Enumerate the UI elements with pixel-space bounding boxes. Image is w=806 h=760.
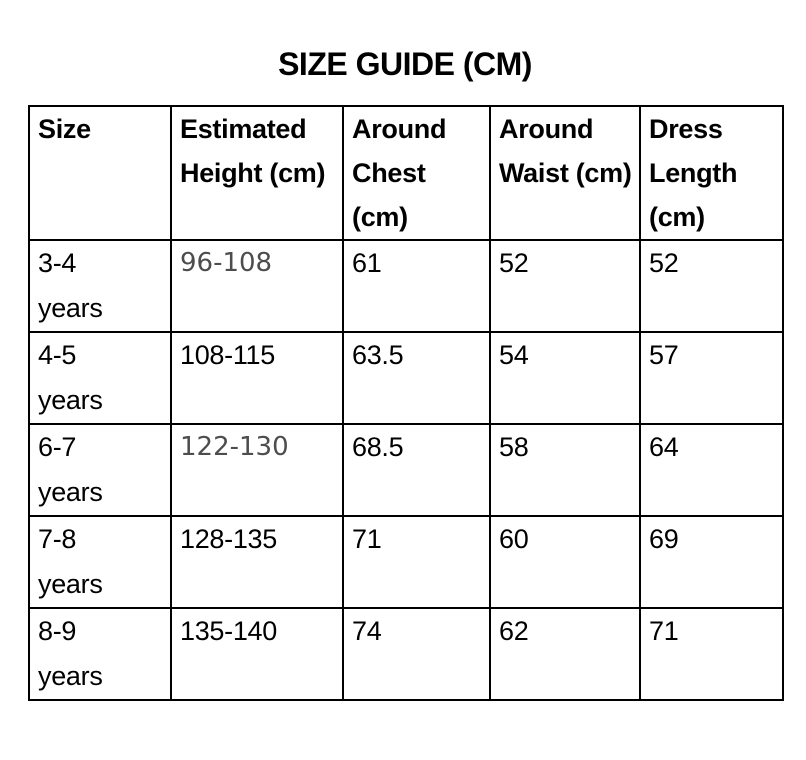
page-title: SIZE GUIDE (CM) [278, 46, 532, 82]
cell-around-chest: 71 [342, 515, 491, 609]
table-header: Size Estimated Height (cm) Around Chest … [28, 105, 784, 241]
cell-around-waist: 60 [489, 515, 641, 609]
cell-estimated-height: 108-115 [170, 331, 344, 425]
table-row-3-4-years: 3-4 years 96-108 61 52 52 [28, 239, 784, 333]
cell-around-chest: 74 [342, 607, 491, 701]
table-row-6-7-years: 6-7 years 122-130 68.5 58 64 [28, 423, 784, 517]
cell-dress-length: 64 [639, 423, 784, 517]
column-header-dress-length: Dress Length (cm) [639, 105, 784, 241]
cell-around-waist: 58 [489, 423, 641, 517]
cell-around-chest: 61 [342, 239, 491, 333]
cell-dress-length: 52 [639, 239, 784, 333]
cell-dress-length: 69 [639, 515, 784, 609]
column-header-estimated-height: Estimated Height (cm) [170, 105, 344, 241]
cell-around-chest: 63.5 [342, 331, 491, 425]
cell-dress-length: 57 [639, 331, 784, 425]
cell-estimated-height: 122-130 [170, 423, 344, 517]
cell-estimated-height: 96-108 [170, 239, 344, 333]
cell-around-waist: 62 [489, 607, 641, 701]
cell-around-waist: 54 [489, 331, 641, 425]
column-header-around-waist: Around Waist (cm) [489, 105, 641, 241]
cell-estimated-height: 128-135 [170, 515, 344, 609]
cell-size: 3-4 years [28, 239, 172, 333]
table-body: 3-4 years 96-108 61 52 52 4-5 years 108-… [28, 239, 784, 701]
size-guide-page: SIZE GUIDE (CM) Size Estimated Height (c… [0, 46, 806, 760]
cell-around-chest: 68.5 [342, 423, 491, 517]
table-row-4-5-years: 4-5 years 108-115 63.5 54 57 [28, 331, 784, 425]
cell-dress-length: 71 [639, 607, 784, 701]
column-header-around-chest: Around Chest (cm) [342, 105, 491, 241]
column-header-size: Size [28, 105, 172, 241]
table-row-7-8-years: 7-8 years 128-135 71 60 69 [28, 515, 784, 609]
cell-around-waist: 52 [489, 239, 641, 333]
table-row-8-9-years: 8-9 years 135-140 74 62 71 [28, 607, 784, 701]
table-header-row: Size Estimated Height (cm) Around Chest … [28, 105, 784, 241]
cell-size: 8-9 years [28, 607, 172, 701]
cell-size: 6-7 years [28, 423, 172, 517]
cell-size: 4-5 years [28, 331, 172, 425]
size-guide-table: Size Estimated Height (cm) Around Chest … [28, 105, 784, 701]
cell-estimated-height: 135-140 [170, 607, 344, 701]
cell-size: 7-8 years [28, 515, 172, 609]
